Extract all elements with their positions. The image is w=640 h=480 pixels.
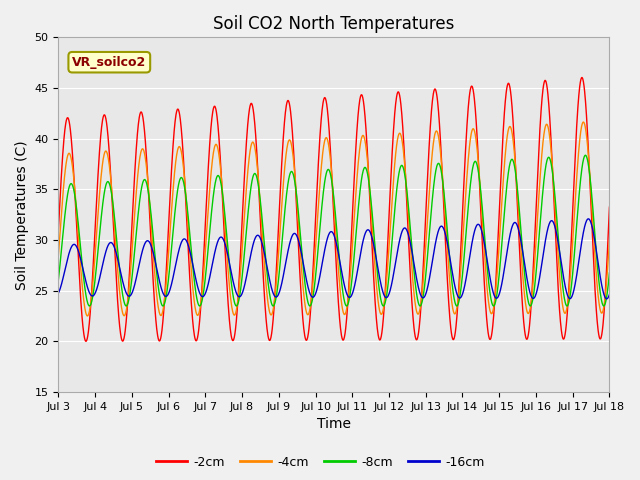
- X-axis label: Time: Time: [317, 418, 351, 432]
- Y-axis label: Soil Temperatures (C): Soil Temperatures (C): [15, 140, 29, 289]
- Legend: -2cm, -4cm, -8cm, -16cm: -2cm, -4cm, -8cm, -16cm: [150, 451, 490, 474]
- Text: VR_soilco2: VR_soilco2: [72, 56, 147, 69]
- Title: Soil CO2 North Temperatures: Soil CO2 North Temperatures: [213, 15, 454, 33]
